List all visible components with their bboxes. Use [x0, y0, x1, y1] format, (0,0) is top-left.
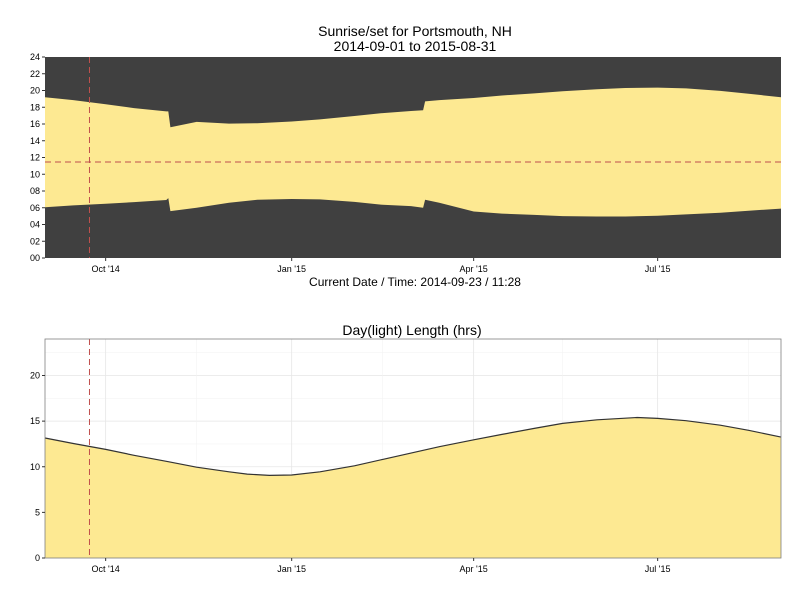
- sunrise-sunset-chart: Sunrise/set for Portsmouth, NH 2014-09-0…: [30, 23, 781, 289]
- y-tick-label: 10: [30, 462, 40, 472]
- y-axis: 0 5 10 15 20: [30, 371, 45, 563]
- y-tick-label: 14: [30, 136, 40, 146]
- day-length-line: [44, 416, 782, 477]
- y-tick-label: 5: [35, 507, 40, 517]
- y-tick-label: 20: [30, 371, 40, 381]
- x-tick-label: Apr '15: [460, 564, 488, 574]
- y-tick-label: 00: [30, 253, 40, 263]
- chart-title: Sunrise/set for Portsmouth, NH: [318, 23, 512, 39]
- x-tick-label: Jan '15: [277, 564, 306, 574]
- x-tick-label: Oct '14: [92, 564, 120, 574]
- x-tick-label: Jan '15: [277, 264, 306, 274]
- y-axis: 00 02 04 06 08 10 12 14 16 18 20 22 24: [30, 52, 45, 263]
- y-tick-label: 0: [35, 553, 40, 563]
- x-axis: Oct '14 Jan '15 Apr '15 Jul '15: [92, 558, 671, 574]
- x-tick-label: Oct '14: [92, 264, 120, 274]
- current-datetime-label: Current Date / Time: 2014-09-23 / 11:28: [309, 275, 521, 289]
- y-tick-label: 16: [30, 119, 40, 129]
- y-tick-label: 04: [30, 220, 40, 230]
- y-tick-label: 20: [30, 86, 40, 96]
- y-tick-label: 10: [30, 169, 40, 179]
- y-tick-label: 15: [30, 416, 40, 426]
- y-tick-label: 06: [30, 203, 40, 213]
- y-tick-label: 18: [30, 102, 40, 112]
- daylight-band: [45, 87, 781, 217]
- y-tick-label: 24: [30, 52, 40, 62]
- x-tick-label: Jul '15: [645, 264, 671, 274]
- plot-border: [44, 338, 782, 559]
- day-length-area: [45, 417, 781, 558]
- chart-title: Day(light) Length (hrs): [342, 322, 481, 338]
- y-tick-label: 02: [30, 236, 40, 246]
- chart-subtitle: 2014-09-01 to 2015-08-31: [334, 38, 497, 54]
- y-tick-label: 22: [30, 69, 40, 79]
- x-axis: Oct '14 Jan '15 Apr '15 Jul '15: [92, 258, 671, 274]
- y-tick-label: 12: [30, 153, 40, 163]
- y-tick-label: 08: [30, 186, 40, 196]
- x-tick-label: Jul '15: [645, 564, 671, 574]
- x-tick-label: Apr '15: [460, 264, 488, 274]
- day-length-chart: Day(light) Length (hrs) 0 5 10 15 20 Oct '14…: [30, 322, 782, 574]
